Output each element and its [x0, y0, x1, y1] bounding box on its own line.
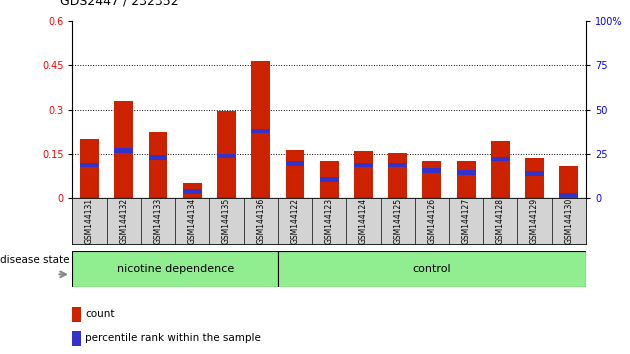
- Bar: [491, 141, 510, 198]
- Text: control: control: [413, 264, 451, 274]
- Bar: [72, 251, 278, 287]
- Bar: [278, 251, 586, 287]
- Bar: [423, 161, 441, 198]
- Bar: [251, 129, 270, 133]
- Text: GSM144136: GSM144136: [256, 198, 265, 244]
- Text: GSM144134: GSM144134: [188, 198, 197, 244]
- Bar: [525, 171, 544, 176]
- Bar: [559, 193, 578, 198]
- Bar: [251, 61, 270, 198]
- Bar: [183, 183, 202, 198]
- Text: GSM144130: GSM144130: [564, 198, 573, 244]
- Bar: [217, 154, 236, 159]
- Text: GSM144131: GSM144131: [85, 198, 94, 244]
- Bar: [115, 101, 133, 198]
- Text: GDS2447 / 232352: GDS2447 / 232352: [60, 0, 178, 7]
- Bar: [354, 162, 373, 167]
- Bar: [320, 177, 338, 182]
- Text: disease state: disease state: [0, 255, 69, 265]
- Text: GSM144128: GSM144128: [496, 198, 505, 244]
- Bar: [491, 156, 510, 161]
- Text: GSM144126: GSM144126: [427, 198, 437, 244]
- Bar: [72, 307, 81, 322]
- Bar: [183, 189, 202, 194]
- Bar: [80, 162, 99, 167]
- Text: count: count: [85, 309, 115, 319]
- Bar: [149, 132, 168, 198]
- Text: percentile rank within the sample: percentile rank within the sample: [85, 333, 261, 343]
- Bar: [80, 139, 99, 198]
- Bar: [285, 161, 304, 166]
- Text: GSM144132: GSM144132: [119, 198, 129, 244]
- Bar: [285, 149, 304, 198]
- Text: GSM144122: GSM144122: [290, 198, 299, 244]
- Bar: [457, 161, 476, 198]
- Bar: [423, 169, 441, 173]
- Bar: [388, 153, 407, 198]
- Bar: [388, 162, 407, 167]
- Bar: [457, 170, 476, 175]
- Text: GSM144123: GSM144123: [324, 198, 334, 244]
- Text: GSM144124: GSM144124: [359, 198, 368, 244]
- Text: GSM144135: GSM144135: [222, 198, 231, 244]
- Bar: [525, 159, 544, 198]
- Bar: [559, 166, 578, 198]
- Text: GSM144125: GSM144125: [393, 198, 402, 244]
- Bar: [115, 148, 133, 153]
- Bar: [72, 331, 81, 346]
- Text: GSM144127: GSM144127: [462, 198, 471, 244]
- Bar: [149, 155, 168, 160]
- Bar: [217, 111, 236, 198]
- Bar: [320, 161, 338, 198]
- Text: nicotine dependence: nicotine dependence: [117, 264, 234, 274]
- Text: GSM144133: GSM144133: [154, 198, 163, 244]
- Bar: [354, 151, 373, 198]
- Text: GSM144129: GSM144129: [530, 198, 539, 244]
